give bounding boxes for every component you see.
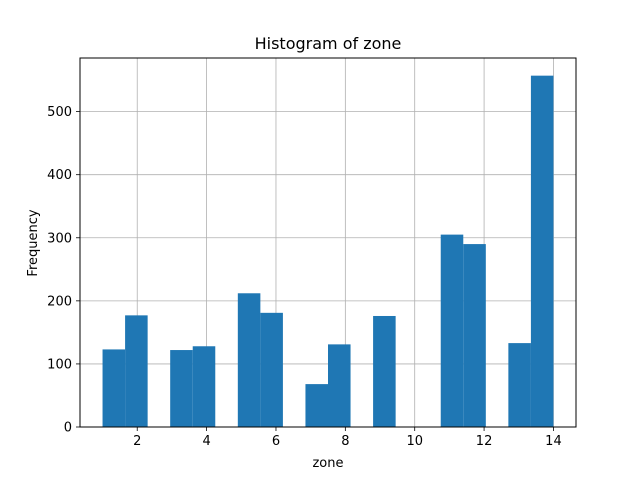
- histogram-bars: [102, 75, 554, 428]
- grid-lines: [80, 58, 576, 428]
- histogram-bar: [305, 384, 328, 427]
- x-axis-label: zone: [312, 456, 343, 471]
- histogram-bar: [125, 315, 148, 427]
- histogram-bar: [373, 315, 396, 427]
- histogram-bar: [328, 344, 351, 427]
- histogram-bar: [192, 346, 216, 427]
- histogram-bar: [237, 293, 261, 427]
- histogram-bar: [463, 244, 486, 427]
- y-tick-label: 500: [47, 105, 72, 120]
- histogram-bar: [170, 350, 193, 427]
- y-axis-label: Frequency: [26, 209, 41, 276]
- histogram-bar: [508, 343, 531, 427]
- y-tick-label: 0: [64, 421, 72, 436]
- y-tick-label: 300: [47, 231, 72, 246]
- x-tick-label: 12: [476, 434, 493, 449]
- y-tick-label: 100: [47, 357, 72, 372]
- x-tick-label: 4: [202, 434, 210, 449]
- axes-frame: [79, 57, 577, 428]
- x-axis-ticks: 2 4 6 8 10 12 14: [133, 427, 562, 449]
- x-tick-label: 8: [341, 434, 349, 449]
- y-tick-label: 400: [47, 168, 72, 183]
- y-axis-ticks: 0 100 200 300 400 500: [47, 105, 80, 436]
- histogram-bar: [440, 234, 464, 427]
- histogram-bar: [530, 75, 554, 428]
- x-tick-label: 10: [406, 434, 423, 449]
- x-tick-label: 6: [272, 434, 280, 449]
- histogram-bar: [260, 312, 283, 427]
- chart-title: Histogram of zone: [255, 34, 402, 53]
- x-tick-label: 2: [133, 434, 141, 449]
- histogram-bar: [102, 349, 126, 427]
- y-tick-label: 200: [47, 294, 72, 309]
- x-tick-label: 14: [545, 434, 562, 449]
